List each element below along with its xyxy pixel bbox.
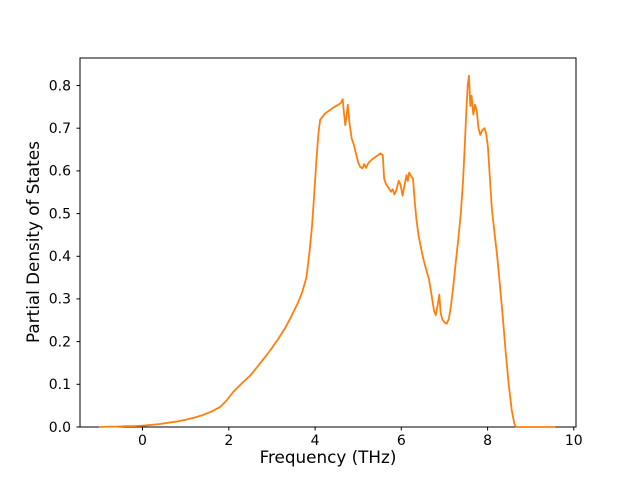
y-axis-ticks: 0.0 0.1 0.2 0.3 0.4 0.5 0.6 0.7 0.8 xyxy=(49,78,80,436)
y-axis-label: Partial Density of States xyxy=(23,141,43,343)
x-axis-label: Frequency (THz) xyxy=(260,447,397,467)
y-tick-label: 0.1 xyxy=(49,377,71,393)
x-tick-label: 6 xyxy=(397,433,406,449)
series-group xyxy=(98,74,556,428)
plot-area xyxy=(79,57,577,428)
y-tick-label: 0.3 xyxy=(49,292,71,308)
y-tick-label: 0.2 xyxy=(49,334,71,350)
x-tick-label: 0 xyxy=(138,433,147,449)
y-tick-label: 0.4 xyxy=(49,249,71,265)
partial-dos-line xyxy=(98,74,556,428)
x-tick-label: 10 xyxy=(565,433,583,449)
x-tick-label: 8 xyxy=(483,433,492,449)
y-tick-label: 0.8 xyxy=(49,78,71,94)
x-axis-ticks: 0 2 4 6 8 10 xyxy=(138,427,583,449)
y-tick-label: 0.5 xyxy=(49,206,71,222)
y-tick-label: 0.6 xyxy=(49,164,71,180)
x-tick-label: 4 xyxy=(311,433,320,449)
y-tick-label: 0.0 xyxy=(49,420,71,436)
y-tick-label: 0.7 xyxy=(49,121,71,137)
x-tick-label: 2 xyxy=(224,433,233,449)
